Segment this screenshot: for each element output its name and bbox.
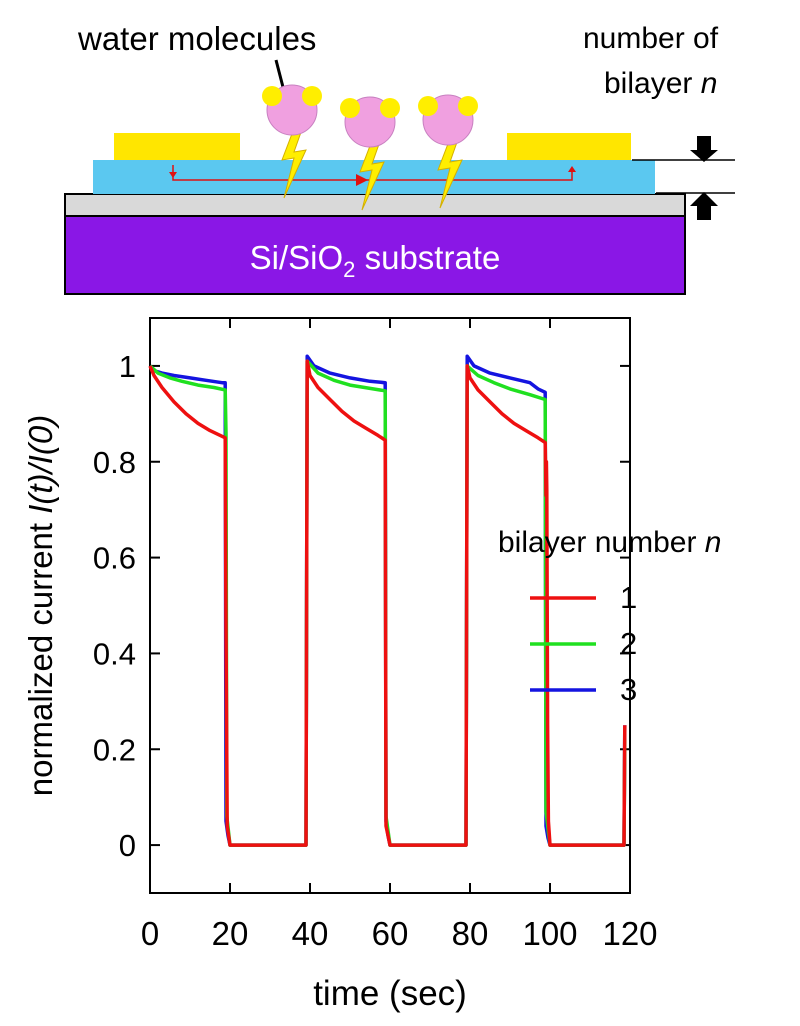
substrate-label: Si/SiO2 substrate	[250, 239, 501, 282]
water-molecule	[418, 94, 478, 209]
x-tick-label: 120	[602, 915, 657, 952]
thickness-arrow-down-icon	[690, 136, 718, 162]
right-electrode	[507, 133, 631, 160]
hydrogen-atom	[458, 96, 478, 116]
thickness-arrow-up-icon	[690, 192, 718, 220]
legend-label-2: 2	[620, 626, 637, 661]
x-tick-label: 0	[141, 915, 159, 952]
series-layer	[148, 354, 627, 847]
y-axis: 0 0.2 0.4 0.6 0.8 1	[93, 349, 630, 863]
hydrogen-atom	[380, 98, 400, 118]
x-tick-label: 20	[212, 915, 249, 952]
hydrogen-atom	[262, 86, 282, 106]
thickness-label-line1: number of	[583, 22, 719, 55]
y-tick-label: 0	[119, 828, 136, 863]
legend-label-1: 1	[620, 580, 637, 615]
x-axis: 0 20 40 60 80 100 120	[141, 318, 658, 952]
legend-title: bilayer number n	[498, 526, 721, 559]
y-tick-label: 0.2	[93, 732, 136, 767]
water-molecule	[262, 84, 322, 199]
thickness-indicator	[632, 136, 735, 220]
molecule-label: water molecules	[77, 20, 316, 57]
hydrogen-atom	[302, 86, 322, 106]
y-tick-label: 0.8	[93, 445, 136, 480]
oxide-layer	[64, 193, 686, 217]
device-diagram: water molecules number of bilayer n Si/S…	[64, 20, 735, 295]
current-chart: 0 20 40 60 80 100 120 0 0.2 0.4 0.6 0.8 1 normalize…	[22, 317, 721, 1013]
thickness-label-line2: bilayer n	[604, 67, 717, 100]
substrate-layer	[64, 215, 686, 295]
legend: bilayer number n 1 2 3	[498, 526, 721, 707]
water-molecule	[340, 96, 400, 211]
y-tick-label: 0.4	[93, 636, 136, 671]
x-axis-label: time (sec)	[313, 974, 467, 1013]
hydrogen-atom	[340, 98, 360, 118]
y-tick-label: 1	[119, 349, 136, 384]
y-axis-label: normalized current I(t)/I(0)	[22, 415, 59, 796]
x-tick-label: 80	[452, 915, 489, 952]
series-line-2	[148, 359, 627, 847]
hydrogen-atom	[418, 96, 438, 116]
x-tick-label: 60	[372, 915, 409, 952]
plot-frame	[149, 317, 631, 894]
series-line-3	[148, 354, 627, 847]
series-line-1	[148, 359, 627, 847]
x-tick-label: 40	[292, 915, 329, 952]
water-molecules	[262, 84, 478, 211]
x-tick-label: 100	[522, 915, 577, 952]
left-electrode	[114, 133, 240, 160]
legend-label-3: 3	[620, 672, 637, 707]
y-tick-label: 0.6	[93, 541, 136, 576]
